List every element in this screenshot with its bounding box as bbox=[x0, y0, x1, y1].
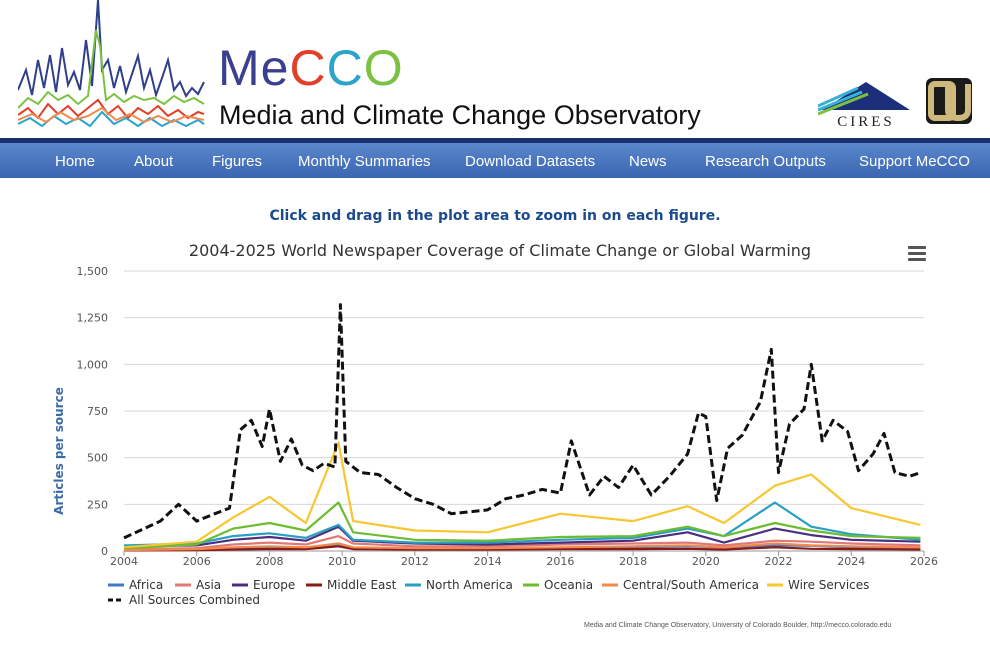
cu-logo bbox=[926, 78, 972, 124]
nav-monthly-summaries[interactable]: Monthly Summaries bbox=[298, 153, 431, 170]
nav-support-mecco[interactable]: Support MeCCO bbox=[859, 153, 970, 170]
y-tick-label: 1,000 bbox=[77, 358, 109, 371]
legend-item: Central/South America bbox=[623, 578, 759, 592]
nav-download-datasets[interactable]: Download Datasets bbox=[465, 153, 596, 170]
legend-item: All Sources Combined bbox=[129, 593, 260, 607]
cires-logo: CIRES bbox=[818, 82, 910, 128]
series-line-north-america bbox=[123, 501, 921, 547]
legend-item: Africa bbox=[129, 578, 163, 592]
nav-research-outputs[interactable]: Research Outputs bbox=[705, 153, 826, 170]
site-subtitle: Media and Climate Change Observatory bbox=[219, 100, 701, 130]
series-line-central-south-america bbox=[123, 542, 921, 552]
x-tick-label: 2014 bbox=[474, 555, 502, 568]
sparkline-logo bbox=[18, 0, 205, 128]
series-line-wire-services bbox=[123, 441, 921, 549]
nav-news[interactable]: News bbox=[629, 153, 667, 170]
legend-item: Oceania bbox=[544, 578, 593, 592]
x-tick-label: 2004 bbox=[110, 555, 138, 568]
credit-text: Media and Climate Change Observatory, Un… bbox=[584, 622, 892, 629]
y-tick-label: 1,250 bbox=[77, 312, 109, 325]
series-line-all-sources-combined bbox=[123, 303, 921, 540]
x-tick-label: 2008 bbox=[255, 555, 283, 568]
main-navigation: Home About Figures Monthly Summaries Dow… bbox=[0, 138, 990, 178]
series-line-middle-east bbox=[123, 545, 921, 552]
x-tick-label: 2026 bbox=[910, 555, 938, 568]
legend-item: North America bbox=[426, 578, 513, 592]
y-axis-label: Articles per source bbox=[52, 387, 66, 515]
nav-about[interactable]: About bbox=[134, 153, 174, 170]
x-tick-label: 2006 bbox=[183, 555, 211, 568]
nav-home[interactable]: Home bbox=[55, 153, 96, 170]
y-tick-label: 0 bbox=[101, 545, 108, 558]
x-tick-label: 2016 bbox=[546, 555, 574, 568]
site-header: MeCCO Media and Climate Change Observato… bbox=[0, 0, 990, 138]
legend-item: Wire Services bbox=[788, 578, 869, 592]
y-tick-label: 1,500 bbox=[77, 265, 109, 278]
y-tick-label: 750 bbox=[87, 405, 108, 418]
x-tick-label: 2018 bbox=[619, 555, 647, 568]
brand-wordmark: MeCCO bbox=[218, 40, 404, 96]
series-line-europe bbox=[123, 525, 921, 548]
chart-menu-icon[interactable] bbox=[906, 244, 928, 262]
chart-title: 2004-2025 World Newspaper Coverage of Cl… bbox=[188, 241, 812, 260]
x-tick-label: 2012 bbox=[401, 555, 429, 568]
series-line-oceania bbox=[123, 501, 921, 550]
legend-item: Europe bbox=[253, 578, 295, 592]
x-tick-label: 2020 bbox=[692, 555, 720, 568]
y-tick-label: 500 bbox=[87, 452, 108, 465]
series-line-asia bbox=[123, 534, 921, 551]
x-tick-label: 2022 bbox=[765, 555, 793, 568]
svg-text:CIRES: CIRES bbox=[837, 114, 895, 128]
zoom-hint: Click and drag in the plot area to zoom … bbox=[269, 208, 721, 224]
legend-item: Asia bbox=[196, 578, 221, 592]
nav-figures[interactable]: Figures bbox=[212, 153, 263, 170]
x-tick-label: 2010 bbox=[328, 555, 356, 568]
y-tick-label: 250 bbox=[87, 498, 108, 511]
legend-item: Middle East bbox=[327, 578, 397, 592]
x-tick-label: 2024 bbox=[837, 555, 865, 568]
